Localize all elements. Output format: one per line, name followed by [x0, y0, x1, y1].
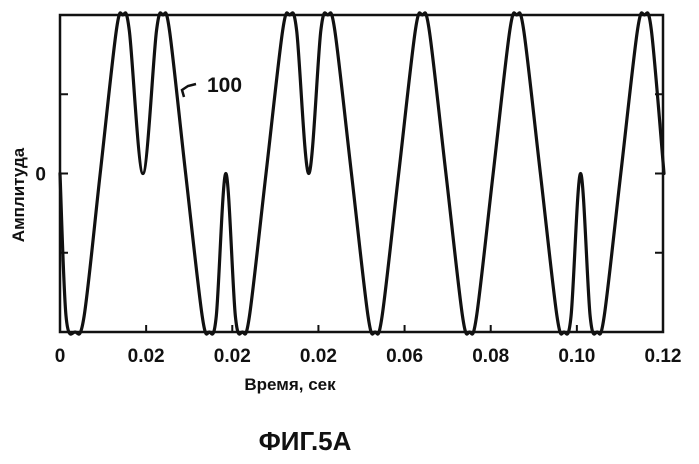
x-tick-label: 0.08 — [472, 346, 509, 367]
figure-caption: ФИГ.5А — [259, 426, 352, 456]
annotation-leader — [182, 84, 196, 97]
x-tick-label: 0.02 — [300, 346, 337, 367]
x-tick-label: 0.10 — [558, 346, 595, 367]
x-tick-label: 0.02 — [214, 346, 251, 367]
x-tick-labels: 0 0.02 0.02 0.02 0.06 0.08 0.10 0.12 — [55, 346, 682, 367]
series-line-1 — [60, 13, 664, 334]
annotation-label: 100 — [207, 74, 242, 97]
y-axis-label: Амплитуда — [9, 147, 28, 242]
y-tick-label: 0 — [35, 165, 46, 186]
x-tick-label: 0.12 — [645, 346, 682, 367]
x-tick-label: 0.02 — [128, 346, 165, 367]
x-tick-label: 0 — [55, 346, 66, 367]
x-axis-label: Время, сек — [244, 375, 336, 394]
series-layer — [60, 13, 664, 334]
y-tick-labels: 0 — [35, 165, 46, 186]
x-tick-label: 0.06 — [386, 346, 423, 367]
